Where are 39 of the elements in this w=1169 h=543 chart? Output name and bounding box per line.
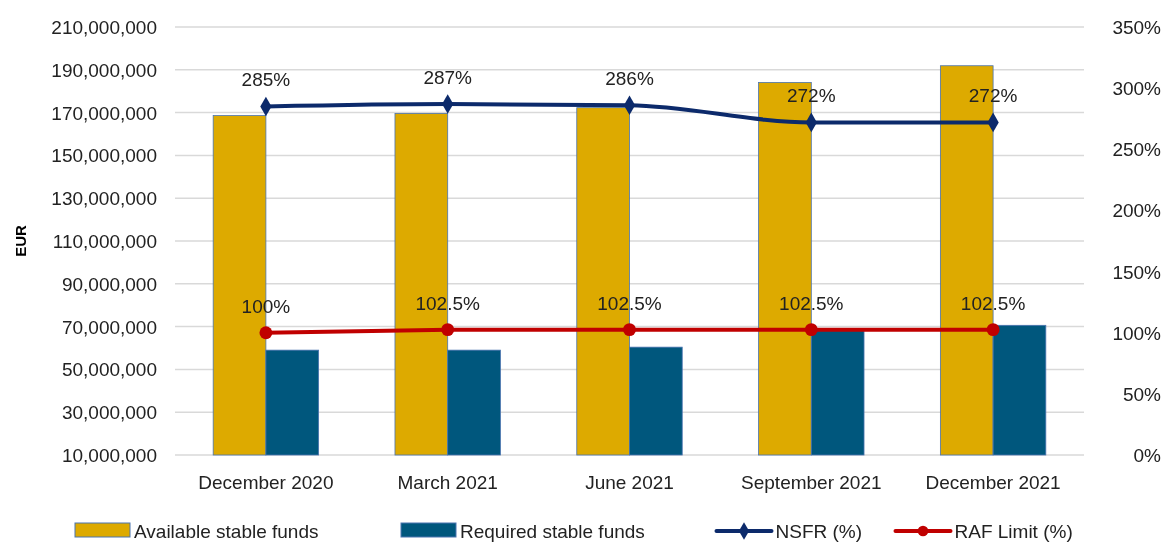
- y2-tick-label: 200%: [1112, 200, 1162, 222]
- x-tick-label: March 2021: [397, 472, 498, 493]
- point: [986, 323, 1000, 337]
- x-tick-label: September 2021: [741, 472, 882, 493]
- x-tick-label: December 2020: [198, 472, 334, 493]
- point: [441, 323, 455, 337]
- y-tick-label: 70,000,000: [61, 316, 157, 338]
- y2-tick-label: 150%: [1112, 261, 1162, 283]
- y-tick-label: 150,000,000: [51, 145, 157, 167]
- point: [804, 323, 818, 337]
- y-tick-label: 30,000,000: [61, 402, 157, 424]
- y2-tick-label: 0%: [1133, 445, 1162, 466]
- y2-tick-label: 250%: [1112, 139, 1162, 161]
- y-axis-title: EUR: [12, 225, 29, 257]
- data-label: 272%: [968, 85, 1018, 107]
- y-tick-label: 10,000,000: [61, 445, 157, 466]
- data-label: 287%: [423, 67, 473, 89]
- point: [623, 323, 636, 337]
- y-tick-label: 170,000,000: [51, 102, 157, 124]
- legend-label: Available stable funds: [134, 521, 319, 542]
- y2-tick-label: 300%: [1112, 78, 1162, 100]
- x-tick-label: June 2021: [585, 472, 674, 493]
- y-tick-label: 50,000,000: [61, 359, 157, 381]
- data-label: 286%: [605, 68, 654, 90]
- y2-tick-label: 350%: [1112, 17, 1162, 38]
- y-tick-label: 90,000,000: [61, 273, 157, 295]
- y-tick-label: 190,000,000: [51, 59, 157, 81]
- x-tick-label: December 2021: [925, 472, 1061, 493]
- data-label: 285%: [241, 69, 291, 91]
- point: [259, 326, 273, 340]
- legend-label: NSFR (%): [775, 521, 863, 542]
- y2-tick-label: 100%: [1112, 322, 1162, 344]
- y-tick-label: 130,000,000: [51, 188, 157, 210]
- legend-label: RAF Limit (%): [954, 521, 1073, 542]
- y-tick-label: 210,000,000: [51, 17, 157, 38]
- y2-tick-label: 50%: [1122, 383, 1162, 405]
- legend-label: Required stable funds: [460, 521, 645, 542]
- y-tick-label: 110,000,000: [52, 231, 157, 252]
- data-label: 102.5%: [597, 292, 662, 314]
